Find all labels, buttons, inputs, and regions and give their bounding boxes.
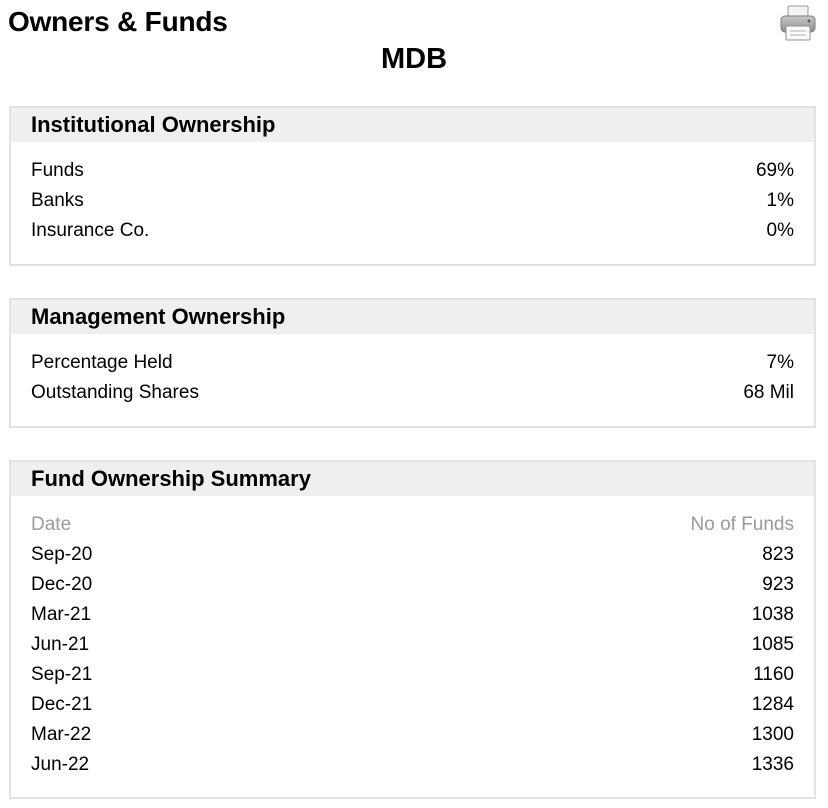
row-count: 1336 <box>751 754 794 775</box>
table-row: Mar-21 1038 <box>31 600 794 630</box>
management-ownership-panel: Management Ownership Percentage Held 7% … <box>9 298 816 428</box>
institutional-ownership-panel: Institutional Ownership Funds 69% Banks … <box>9 106 816 266</box>
row-date: Jun-22 <box>31 754 90 775</box>
management-row-percentage-held: Percentage Held 7% <box>31 348 794 378</box>
column-header-count: No of Funds <box>690 514 795 535</box>
row-label: Funds <box>31 160 84 181</box>
row-count: 1085 <box>751 634 794 655</box>
table-row: Dec-20 923 <box>31 570 794 600</box>
institutional-row-banks: Banks 1% <box>31 186 794 216</box>
fund-table-header: Date No of Funds <box>31 510 794 540</box>
table-row: Mar-22 1300 <box>31 720 794 750</box>
printer-icon[interactable] <box>780 4 816 42</box>
management-row-outstanding-shares: Outstanding Shares 68 Mil <box>31 378 794 408</box>
ticker-symbol: MDB <box>380 43 448 75</box>
institutional-row-insurance: Insurance Co. 0% <box>31 216 794 246</box>
table-row: Sep-21 1160 <box>31 660 794 690</box>
column-header-date: Date <box>31 514 72 535</box>
row-date: Dec-20 <box>31 574 93 595</box>
row-label: Banks <box>31 190 84 211</box>
institutional-row-funds: Funds 69% <box>31 156 794 186</box>
row-count: 1284 <box>751 694 794 715</box>
page-title: Owners & Funds <box>8 6 228 37</box>
row-value: 69% <box>755 160 794 181</box>
row-date: Dec-21 <box>31 694 93 715</box>
row-count: 923 <box>762 574 794 595</box>
management-ownership-title: Management Ownership <box>11 300 814 334</box>
row-count: 1300 <box>751 724 794 745</box>
institutional-ownership-title: Institutional Ownership <box>11 108 814 142</box>
fund-ownership-summary-panel: Fund Ownership Summary Date No of Funds … <box>9 460 816 799</box>
row-label: Percentage Held <box>31 352 173 373</box>
row-count: 823 <box>762 544 794 565</box>
row-value: 68 Mil <box>743 382 794 403</box>
fund-ownership-summary-title: Fund Ownership Summary <box>11 462 814 496</box>
row-date: Mar-22 <box>31 724 92 745</box>
row-date: Mar-21 <box>31 604 92 625</box>
row-label: Insurance Co. <box>31 220 150 241</box>
table-row: Sep-20 823 <box>31 540 794 570</box>
row-label: Outstanding Shares <box>31 382 199 403</box>
row-date: Jun-21 <box>31 634 90 655</box>
row-value: 7% <box>766 352 794 373</box>
table-row: Dec-21 1284 <box>31 690 794 720</box>
row-count: 1038 <box>751 604 794 625</box>
table-row: Jun-21 1085 <box>31 630 794 660</box>
row-date: Sep-20 <box>31 544 93 565</box>
row-value: 0% <box>766 220 794 241</box>
table-row: Jun-22 1336 <box>31 750 794 780</box>
row-count: 1160 <box>753 664 794 685</box>
row-date: Sep-21 <box>31 664 93 685</box>
row-value: 1% <box>766 190 794 211</box>
